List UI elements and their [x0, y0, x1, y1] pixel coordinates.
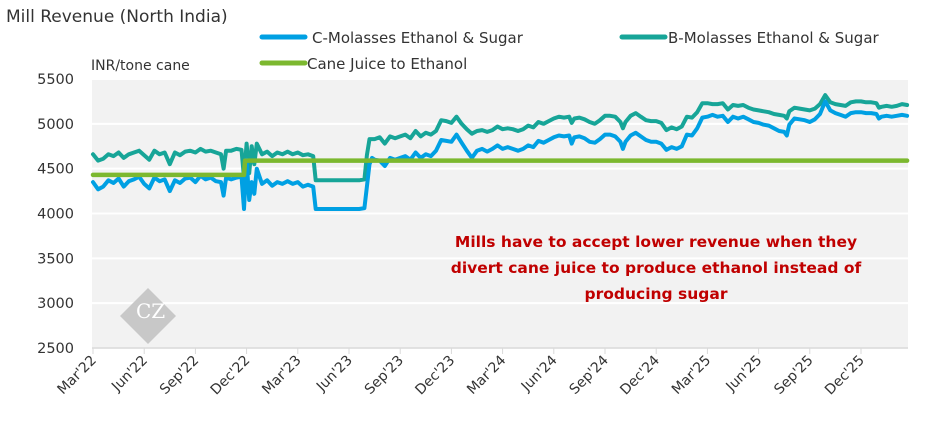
annotation-line-1: Mills have to accept lower revenue when …: [455, 233, 857, 251]
y-tick-label: 3000: [37, 296, 74, 312]
x-tick-label: Jun'23: [313, 353, 356, 396]
watermark-text: CZ: [136, 299, 165, 323]
x-tick-label: Sep'22: [157, 353, 202, 398]
gridlines: [92, 78, 908, 305]
legend-label-c-molasses: C-Molasses Ethanol & Sugar: [312, 29, 524, 47]
x-tick-label: Dec'24: [617, 352, 663, 398]
y-tick-label: 4000: [37, 207, 74, 223]
annotation-line-3: producing sugar: [584, 285, 727, 303]
annotation-line-2: divert cane juice to produce ethanol ins…: [451, 259, 862, 277]
series-line-c-molasses: [91, 99, 910, 211]
y-axis: 2500 3000 3500 4000 4500 5000 5500: [37, 72, 74, 357]
x-tick-label: Sep'25: [771, 353, 816, 398]
y-tick-label: 3500: [37, 251, 74, 267]
x-tick-label: Mar'22: [55, 353, 100, 398]
x-tick-label: Jun'22: [108, 353, 151, 396]
y-tick-label: 2500: [37, 341, 74, 357]
x-tick-label: Mar'25: [669, 353, 714, 398]
x-tick-label: Sep'24: [567, 352, 612, 397]
legend-item-b-molasses: B-Molasses Ethanol & Sugar: [619, 29, 880, 47]
series-lines: [90, 93, 910, 211]
x-tick-label: Mar'23: [259, 353, 304, 398]
y-tick-label: 5000: [37, 117, 74, 133]
x-tick-label: Dec'23: [412, 353, 458, 399]
x-tick-label: Dec'22: [208, 353, 254, 399]
x-tick-label: Jun'24: [518, 352, 561, 395]
series-line-b-molasses: [91, 93, 910, 183]
y-tick-label: 4500: [37, 162, 74, 178]
x-tick-label: Dec'25: [822, 353, 868, 399]
legend-item-cane-juice: Cane Juice to Ethanol: [259, 55, 467, 73]
x-tick-label: Jun'25: [723, 353, 766, 396]
legend-item-c-molasses: C-Molasses Ethanol & Sugar: [259, 29, 524, 47]
y-tick-label: 5500: [37, 72, 74, 88]
annotation: Mills have to accept lower revenue when …: [451, 233, 862, 303]
series-line-cane-juice: [90, 158, 910, 178]
legend-label-cane-juice: Cane Juice to Ethanol: [307, 55, 467, 73]
x-axis: Mar'22 Jun'22 Sep'22 Dec'22 Mar'23 Jun'23 Sep'…: [55, 347, 908, 399]
legend-label-b-molasses: B-Molasses Ethanol & Sugar: [668, 29, 880, 47]
legend: C-Molasses Ethanol & Sugar B-Molasses Et…: [259, 29, 880, 73]
x-tick-label: Sep'23: [362, 353, 407, 398]
x-tick-label: Mar'24: [464, 352, 509, 397]
y-axis-unit-label: INR/tone cane: [91, 58, 190, 74]
chart-title: Mill Revenue (North India): [6, 7, 228, 27]
cz-watermark-logo: CZ: [120, 288, 176, 344]
